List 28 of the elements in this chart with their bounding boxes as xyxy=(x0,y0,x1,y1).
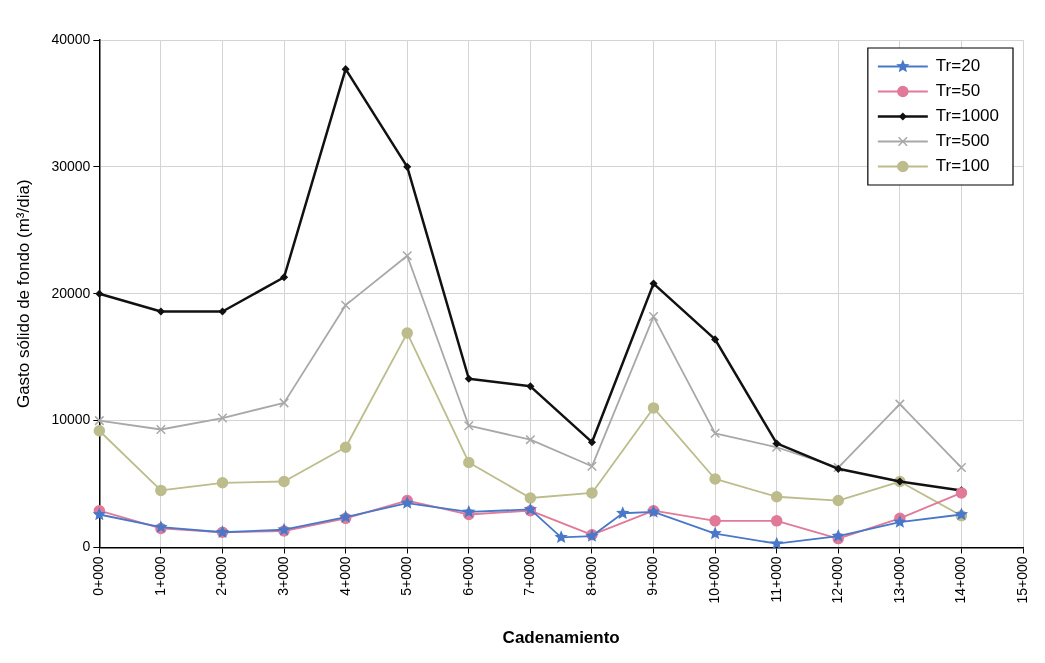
legend-label: Tr=500 xyxy=(935,131,990,151)
legend-label: Tr=100 xyxy=(935,156,990,176)
x-tick-label: 10+000 xyxy=(705,556,722,604)
y-tick-label: 20000 xyxy=(51,284,91,301)
x-tick-label: 12+000 xyxy=(829,556,846,604)
x-tick-label: 3+000 xyxy=(274,556,291,596)
y-tick-label: 0 xyxy=(82,538,91,555)
x-tick-label: 15+000 xyxy=(1013,556,1030,604)
x-tick-label: 14+000 xyxy=(952,556,969,604)
y-tick-label: 10000 xyxy=(51,411,91,428)
x-tick-label: 9+000 xyxy=(644,556,661,596)
legend-label: Tr=50 xyxy=(935,81,981,101)
x-tick-label: 11+000 xyxy=(767,556,784,603)
x-tick-label: 13+000 xyxy=(890,556,907,604)
x-tick-label: 8+000 xyxy=(582,556,599,596)
legend-label: Tr=20 xyxy=(935,56,981,76)
x-axis-title: Cadenamiento xyxy=(502,628,620,648)
x-tick-label: 7+000 xyxy=(521,556,538,596)
x-tick-label: 5+000 xyxy=(398,556,415,596)
legend-label: Tr=1000 xyxy=(935,106,1000,126)
y-tick-label: 40000 xyxy=(51,30,91,47)
y-axis-title: Gasto sólido de fondo (m³/dia) xyxy=(13,179,33,409)
x-tick-label: 0+000 xyxy=(90,556,107,596)
x-tick-label: 1+000 xyxy=(151,556,168,596)
x-tick-label: 6+000 xyxy=(459,556,476,596)
x-tick-label: 4+000 xyxy=(336,556,353,596)
y-tick-label: 30000 xyxy=(51,157,91,174)
x-tick-label: 2+000 xyxy=(213,556,230,596)
